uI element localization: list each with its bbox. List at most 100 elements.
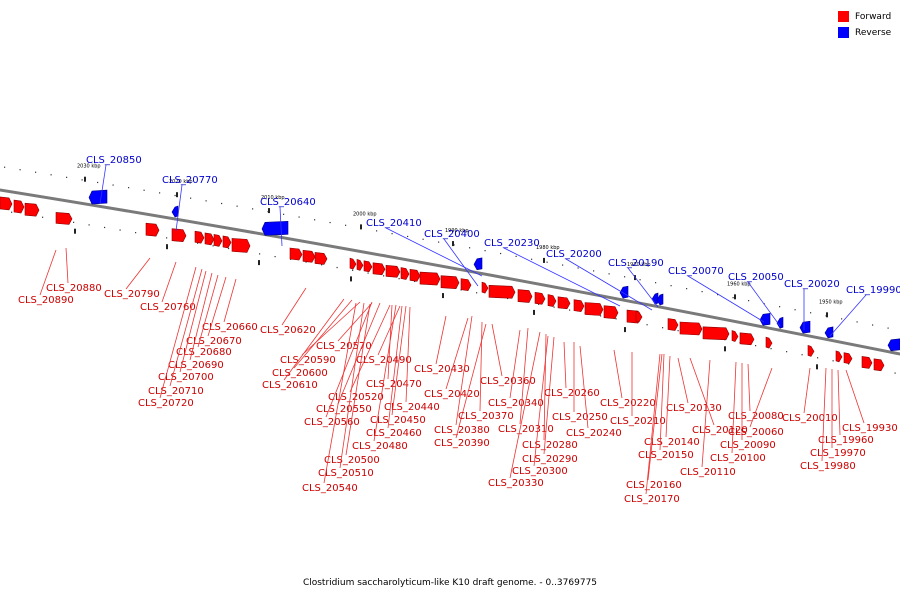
scale-dot-lower [507, 297, 509, 300]
scale-dot-upper [4, 166, 6, 168]
forward-gene [584, 302, 604, 316]
kbp-tick-label: 2010 kbp [261, 195, 285, 201]
scale-dot-lower [817, 357, 819, 359]
kbp-tick [543, 257, 545, 263]
forward-leader-line [39, 249, 57, 296]
forward-leader-line [337, 302, 373, 342]
forward-leader-line [345, 303, 371, 456]
forward-gene-label: CLS_20670 [186, 336, 242, 347]
forward-gene [213, 234, 223, 247]
legend: Forward Reverse [838, 9, 891, 41]
reverse-gene-label: CLS_20770 [162, 175, 218, 186]
scale-dot-upper [190, 197, 192, 199]
forward-leader-line [803, 367, 811, 414]
forward-gene-label: CLS_20430 [414, 364, 470, 375]
reverse-gene [473, 257, 483, 271]
forward-gene [145, 222, 160, 237]
scale-dot-upper [252, 208, 254, 210]
reverse-leader-line [829, 294, 867, 337]
kbp-tick-lower [442, 293, 444, 299]
forward-gene-label: CLS_20130 [666, 403, 722, 414]
forward-gene [400, 267, 410, 280]
forward-gene [843, 352, 853, 364]
forward-gene-label: CLS_20360 [480, 376, 536, 387]
reverse-gene [171, 205, 179, 218]
forward-gene-label: CLS_20570 [316, 341, 372, 352]
forward-gene-label: CLS_20480 [352, 441, 408, 452]
forward-leader-line [747, 363, 751, 412]
reverse-gene-label: CLS_20410 [366, 218, 422, 229]
reverse-swatch [838, 27, 849, 38]
scale-dot-upper [500, 252, 502, 255]
forward-gene-label: CLS_20540 [302, 483, 358, 494]
kbp-tick-lower [724, 346, 726, 352]
forward-leader-line [491, 323, 503, 377]
forward-gene [194, 230, 205, 244]
forward-gene [314, 252, 328, 265]
forward-gene [385, 264, 401, 278]
kbp-tick-lower [533, 309, 535, 315]
scale-dot-upper [577, 267, 579, 269]
forward-leader-line [339, 302, 365, 469]
scale-dot-lower [166, 237, 168, 239]
forward-gene [557, 296, 571, 310]
forward-gene-label: CLS_20310 [498, 424, 554, 435]
forward-gene [204, 232, 215, 246]
forward-gene-label: CLS_20220 [600, 398, 656, 409]
forward-leader-line [325, 301, 373, 418]
forward-leader-line [387, 305, 403, 429]
forward-leader-line [519, 327, 529, 425]
forward-gene [289, 247, 303, 261]
reverse-gene-label: CLS_20070 [668, 266, 724, 277]
scale-dot-upper [97, 181, 99, 184]
scale-dot-lower [73, 221, 75, 223]
scale-dot-lower [646, 324, 648, 326]
scale-dot-lower [832, 360, 834, 362]
kbp-tick-label: 1950 kbp [819, 299, 843, 305]
reverse-leader-line [627, 267, 659, 308]
forward-leader-line [837, 369, 841, 436]
forward-leader-line [189, 272, 213, 361]
forward-gene-label: CLS_20490 [356, 355, 412, 366]
reverse-gene [887, 338, 900, 352]
scale-dot-upper [345, 224, 347, 226]
forward-gene [603, 305, 619, 320]
scale-dot-upper [66, 176, 68, 178]
scale-dot-lower [677, 330, 679, 332]
forward-leader-line [731, 361, 737, 454]
forward-leader-line [349, 304, 391, 393]
forward-leader-line [647, 353, 663, 481]
forward-gene [356, 258, 364, 271]
forward-gene-label: CLS_20440 [384, 402, 440, 413]
forward-gene [835, 350, 843, 363]
forward-gene [231, 238, 251, 253]
scale-dot-lower [569, 309, 571, 311]
scale-dot-lower [600, 315, 602, 317]
reverse-gene-label: CLS_19990 [846, 285, 900, 296]
forward-leader-line [281, 287, 307, 326]
forward-gene [765, 336, 773, 349]
forward-leader-line [677, 357, 689, 404]
forward-gene-label: CLS_20610 [262, 380, 318, 391]
scale-dot-upper [438, 241, 440, 243]
scale-dot-lower [197, 242, 199, 244]
forward-gene [573, 299, 585, 312]
forward-gene-label: CLS_20010 [782, 413, 838, 424]
scale-dot-lower [615, 318, 617, 320]
forward-gene-label: CLS_20290 [522, 454, 578, 465]
genome-backbone [0, 188, 900, 356]
forward-gene [302, 249, 316, 263]
forward-leader-line [159, 266, 197, 399]
scale-dot-upper [887, 327, 889, 329]
scale-dot-lower [476, 292, 478, 294]
scale-dot-lower [305, 261, 307, 263]
forward-gene [807, 344, 815, 357]
scale-dot-lower [367, 272, 369, 274]
forward-gene [731, 330, 739, 342]
forward-gene-label: CLS_20660 [202, 322, 258, 333]
reverse-gene-label: CLS_20050 [728, 272, 784, 283]
kbp-tick-label: 1990 kbp [445, 228, 469, 234]
forward-gene-label: CLS_20620 [260, 325, 316, 336]
scale-dot-upper [484, 250, 486, 252]
